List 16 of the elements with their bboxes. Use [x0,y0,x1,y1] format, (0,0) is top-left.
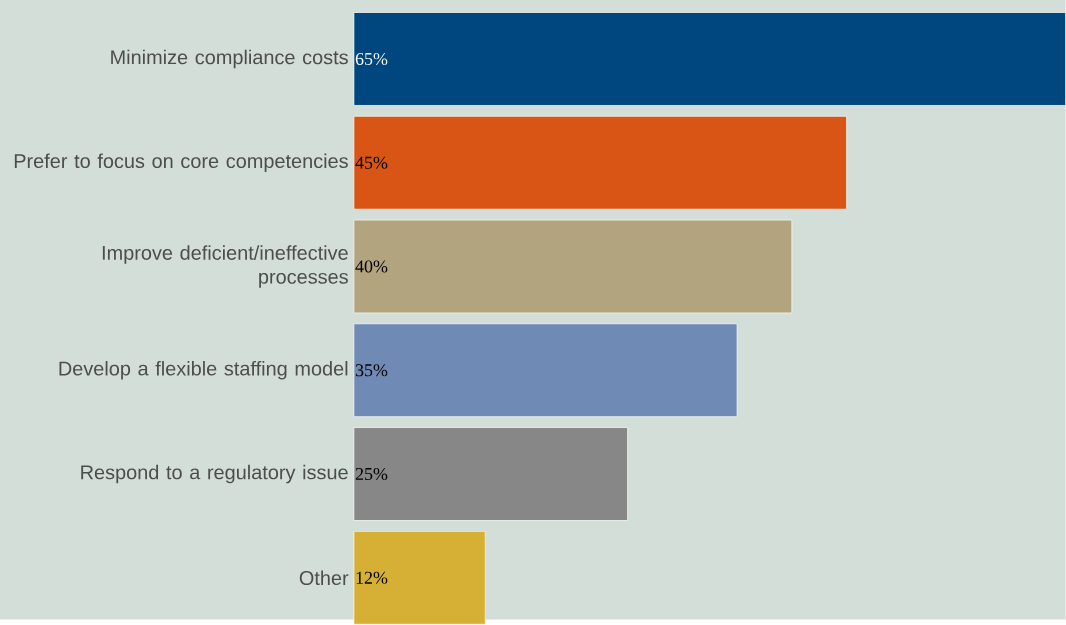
y-tick-label: Minimize compliance costs [111,49,348,69]
bar [353,116,847,210]
data-label: 12% [356,571,388,585]
y-tick-label: Develop a flexible staffing model [59,361,348,380]
data-label: 40% [355,260,388,273]
data-label: 35% [355,364,388,377]
bar [353,323,738,418]
data-label: 65% [355,53,388,66]
data-label: 45% [355,156,388,169]
y-tick-label: Other [299,570,349,586]
y-tick-label: Prefer to focus on core competencies [14,153,348,173]
y-tick-label: Respond to a regulatory issue [81,464,348,484]
bar [353,219,793,314]
data-label: 25% [355,468,388,481]
y-tick-label: Improve deficient/ineffective processes [102,245,348,288]
bar [353,427,629,522]
